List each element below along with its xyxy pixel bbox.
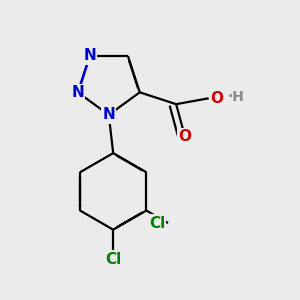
Text: ·H: ·H <box>228 90 245 104</box>
Text: O: O <box>178 129 191 144</box>
Text: Cl: Cl <box>105 252 121 267</box>
Text: N: N <box>71 85 84 100</box>
Text: Cl: Cl <box>149 215 165 230</box>
Text: N: N <box>102 107 115 122</box>
Text: O: O <box>210 91 223 106</box>
Text: N: N <box>83 48 96 63</box>
